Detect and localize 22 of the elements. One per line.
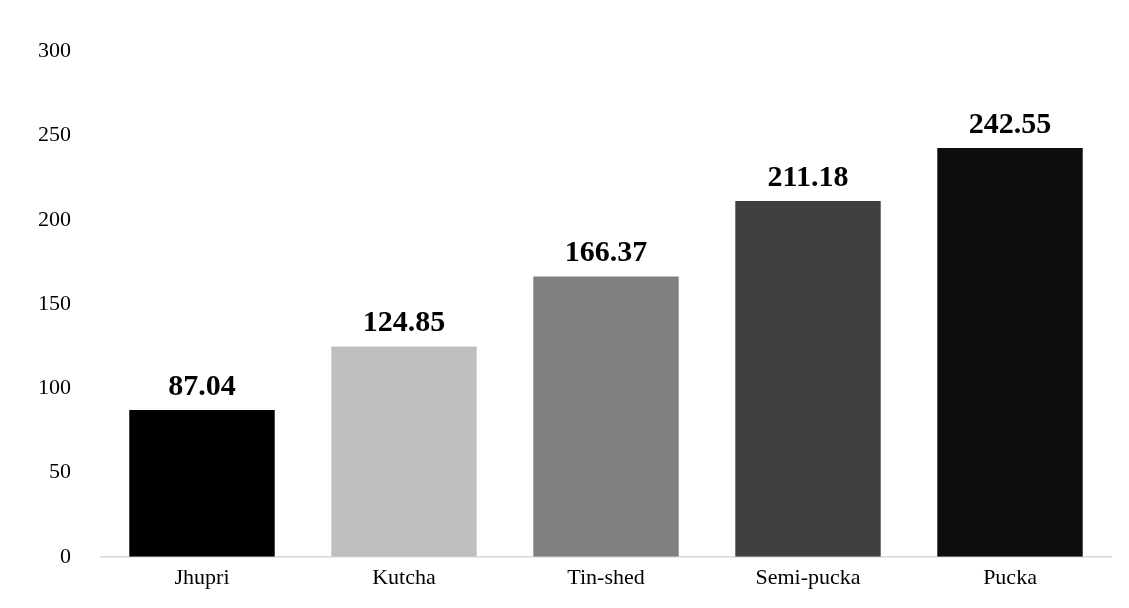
data-label: 124.85	[362, 304, 446, 338]
x-tick-label: Tin-shed	[567, 563, 645, 589]
data-label: 211.18	[767, 158, 849, 192]
y-tick-label: 250	[38, 121, 71, 147]
y-tick-label: 200	[38, 205, 71, 231]
x-tick-label: Kutcha	[372, 563, 436, 589]
data-label: 242.55	[968, 105, 1052, 139]
y-tick-label: 300	[38, 36, 71, 62]
y-tick-label: 50	[49, 458, 71, 484]
x-tick-label: Semi-pucka	[755, 563, 861, 589]
bar	[129, 410, 275, 557]
bar	[735, 200, 881, 557]
bar	[331, 346, 477, 557]
x-tick-label: Jhupri	[174, 563, 230, 589]
y-tick-label: 100	[38, 374, 71, 400]
bar	[937, 148, 1083, 557]
data-label: 87.04	[168, 367, 236, 401]
y-tick-label: 0	[60, 542, 71, 568]
data-label: 166.37	[564, 234, 648, 268]
x-tick-label: Pucka	[983, 563, 1038, 589]
bar	[533, 276, 679, 557]
y-tick-label: 150	[38, 289, 71, 315]
